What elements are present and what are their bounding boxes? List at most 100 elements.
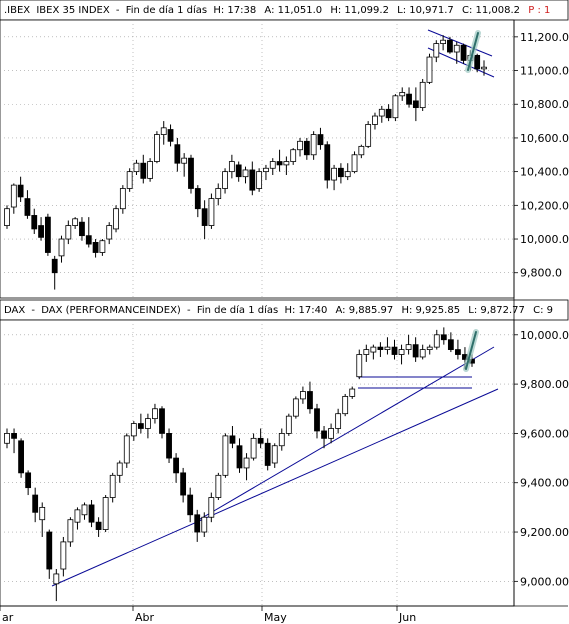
ibex-candle (181, 153, 188, 177)
ibex-y-tick-label: 11,000.0 (520, 65, 569, 78)
dax-trendlines (51, 346, 499, 587)
ibex-y-axis: 9,800.0 10,000.0 10,200.0 10,400.0 10,600.0 1… (514, 31, 569, 280)
ibex-header-field-close: C: 11,008.2 (462, 5, 520, 16)
dax-candle (307, 381, 313, 414)
ibex-candle (106, 222, 113, 245)
dax-candle (335, 408, 342, 434)
ibex-candle (351, 151, 358, 174)
ibex-candle (460, 43, 467, 64)
dax-candle (292, 396, 299, 419)
ibex-candle (481, 60, 487, 76)
x-tick-label: Abr (135, 611, 155, 624)
x-axis: ar Abr May Jun (0, 606, 416, 624)
x-tick-label: ar (2, 611, 14, 624)
dax-candle (11, 428, 17, 454)
ibex-header-field-high: H: 11,099.2 (330, 5, 389, 16)
ibex-candle (147, 158, 154, 182)
dax-header-text: DAX - DAX (PERFORMANCEINDEX) - Fin de dí… (4, 304, 553, 316)
ibex-candle (440, 35, 447, 51)
dax-candle (300, 386, 306, 404)
ibex-candle (392, 94, 399, 122)
dax-candle (130, 421, 137, 441)
ibex-candle (453, 41, 460, 64)
ibex-breakout-arrow (465, 30, 481, 73)
dax-candle (159, 406, 165, 439)
ibex-candle (140, 154, 147, 184)
dax-header-time: H: 17:40 (284, 305, 327, 316)
dax-candle (447, 332, 454, 353)
dax-y-axis: 9,000.00 9,200.00 9,400.00 9,600.00 9,800.00… (514, 329, 569, 588)
dax-candle (215, 472, 222, 500)
ibex-candle (44, 213, 51, 256)
ibex-y-tick-label: 10,400.0 (520, 166, 569, 179)
dax-candle (455, 339, 461, 360)
dax-candle (384, 337, 391, 355)
ibex-gridlines (0, 36, 514, 274)
ibex-candle (79, 217, 85, 241)
dax-candle (278, 428, 285, 451)
ibex-candle (31, 208, 38, 234)
ibex-header-flag: P : 1 (528, 5, 550, 16)
dax-candle (67, 517, 74, 547)
dax-candle (314, 403, 320, 439)
dax-candle (25, 470, 32, 496)
ibex-candle (194, 185, 201, 218)
ibex-candle (119, 185, 126, 214)
ibex-candle (297, 137, 303, 157)
x-tick-label: May (264, 611, 287, 624)
dax-gridlines (0, 334, 514, 582)
ibex-candle (167, 124, 174, 147)
dax-header-field-close: C: 9 (533, 305, 553, 316)
ibex-candle (188, 154, 194, 194)
dax-plot-area (0, 319, 515, 607)
ibex-candle (303, 137, 310, 160)
ibex-candle (276, 149, 283, 172)
ibex-y-tick-label: 10,800.0 (520, 98, 569, 111)
ibex-header-field-low: L: 10,971.7 (397, 5, 454, 16)
ibex-channel-upper (427, 29, 493, 57)
ibex-candle (372, 112, 378, 130)
ibex-candle (310, 131, 317, 160)
ibex-y-tick-label: 10,600.0 (520, 132, 569, 145)
dax-candle (208, 492, 215, 523)
ibex-candle (160, 121, 167, 145)
ibex-candle (378, 105, 385, 123)
dax-header-field-low: L: 9,872.77 (468, 305, 525, 316)
ibex-candle (399, 87, 406, 101)
dax-candle (321, 426, 327, 449)
dax-candle (60, 536, 67, 577)
ibex-candle (10, 183, 17, 214)
dax-candle (194, 509, 201, 542)
dax-y-tick-label: 9,800.00 (520, 378, 569, 391)
x-tick-label: Jun (398, 611, 416, 624)
dax-header-symbol: DAX (4, 305, 25, 316)
dax-y-tick-label: 9,600.00 (520, 427, 569, 440)
ibex-candle (474, 53, 481, 73)
dax-candle (370, 344, 377, 360)
ibex-candle (113, 205, 119, 233)
dax-candle (88, 499, 95, 528)
ibex-candle (85, 217, 92, 248)
ibex-candle (99, 239, 106, 256)
ibex-candle (337, 163, 344, 184)
ibex-candle (222, 168, 228, 194)
ibex-candle (269, 158, 276, 176)
ibex-y-tick-label: 11,200.0 (520, 31, 569, 44)
ibex-candle (249, 161, 256, 196)
dax-candle (109, 472, 116, 503)
ibex-candle (174, 137, 181, 172)
dax-candle (412, 337, 419, 362)
dax-header-field-high: H: 9,925.85 (401, 305, 460, 316)
dax-candle (243, 453, 250, 481)
ibex-candle (358, 144, 365, 159)
dax-candle (180, 467, 187, 503)
dax-candle (187, 487, 194, 523)
ibex-candle (256, 168, 263, 192)
dax-candle (102, 495, 109, 533)
dax-candle (257, 428, 264, 449)
ibex-candle (331, 164, 337, 191)
dax-candle (201, 512, 208, 537)
ibex-candle (283, 156, 290, 176)
ibex-candle (412, 87, 419, 122)
